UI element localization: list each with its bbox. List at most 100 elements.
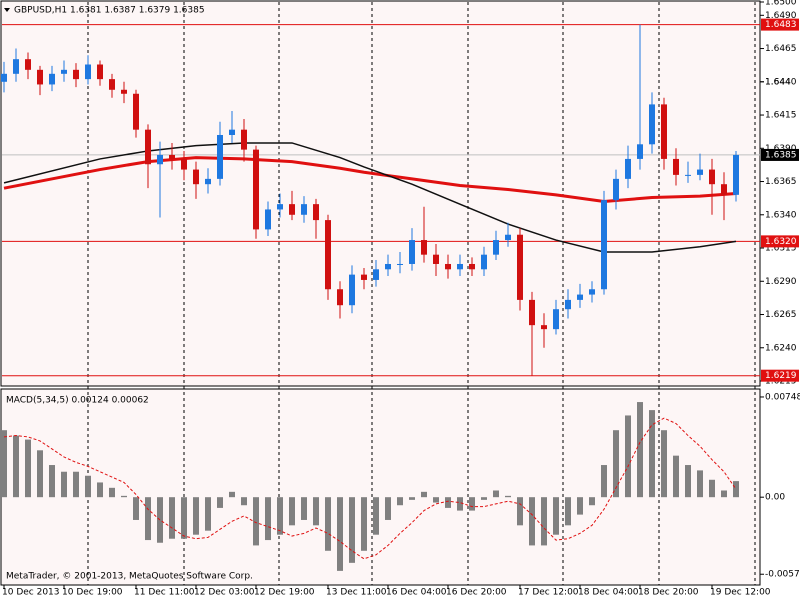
candle-body: [337, 289, 343, 306]
histogram-bar: [517, 497, 523, 526]
candle-body: [733, 154, 739, 195]
histogram-bar: [505, 495, 511, 498]
x-tick-label: 16 Dec 04:00: [386, 588, 447, 598]
candle-body: [85, 64, 91, 80]
candle-body: [637, 144, 643, 159]
candle-body: [181, 158, 187, 170]
histogram-bar: [601, 465, 607, 498]
histogram-bar: [721, 490, 727, 498]
histogram-bar: [289, 497, 295, 526]
histogram-bar: [241, 497, 247, 506]
histogram-bar: [661, 430, 667, 498]
candle-body: [277, 204, 283, 210]
candle-body: [613, 178, 619, 201]
candle-body: [61, 69, 67, 74]
candle-body: [421, 240, 427, 255]
x-tick-label: 10 Dec 2013: [2, 588, 60, 598]
histogram-bar: [529, 497, 535, 546]
histogram-bar: [61, 471, 67, 498]
candle-body: [49, 73, 55, 85]
candle-body: [217, 134, 223, 179]
histogram-bar: [133, 497, 139, 520]
histogram-bar: [433, 497, 439, 503]
candle-body: [601, 200, 607, 290]
candle-body: [709, 169, 715, 185]
histogram-bar: [301, 497, 307, 520]
macd-panel: [0, 388, 761, 586]
candle-body: [409, 240, 415, 264]
menu-arrow[interactable]: [4, 8, 10, 12]
indicator-title: MACD(5,34,5) 0.00124 0.00062: [6, 396, 149, 406]
y-tick-label: 1.6240: [765, 343, 797, 353]
y-tick-label: -0.00575: [765, 570, 800, 580]
histogram-bar: [313, 497, 319, 526]
y-tick-label: 1.6340: [765, 210, 797, 220]
histogram-bar: [481, 497, 487, 500]
histogram-bar: [1, 430, 7, 498]
period-separators: [87, 2, 756, 585]
chart-title: GBPUSD,H1 1.6381 1.6387 1.6379 1.6385: [14, 6, 205, 16]
candle-body: [505, 234, 511, 241]
candle-body: [577, 294, 583, 300]
candle-body: [721, 184, 727, 195]
level-label: 1.6320: [765, 237, 797, 247]
candle-body: [13, 59, 19, 74]
histogram-bar: [169, 497, 175, 539]
candle-body: [649, 104, 655, 145]
histogram-bar: [697, 470, 703, 498]
histogram-bar: [349, 497, 355, 563]
level-label-bg: [761, 235, 799, 248]
histogram-bar: [625, 415, 631, 498]
x-tick-label: 13 Dec 11:00: [326, 588, 387, 598]
candle-body: [109, 79, 115, 90]
candle-body: [301, 204, 307, 215]
histogram-bar: [589, 497, 595, 506]
histogram-bar: [613, 430, 619, 498]
y-tick-label: 1.6265: [765, 310, 797, 320]
price-panel: [0, 0, 761, 387]
histogram-bar: [277, 497, 283, 535]
candle-body: [157, 154, 163, 165]
y-tick-label: 1.6415: [765, 111, 797, 121]
histogram-bar: [397, 497, 403, 506]
candle-body: [265, 209, 271, 230]
histogram-bar: [181, 497, 187, 539]
histogram-bar: [25, 439, 31, 498]
candle-body: [133, 93, 139, 130]
candle-body: [205, 178, 211, 185]
x-tick-label: 12 Dec 03:00: [194, 588, 255, 598]
candle-body: [169, 154, 175, 159]
histogram-bar: [325, 497, 331, 551]
candle-body: [529, 299, 535, 326]
candle-body: [73, 69, 79, 80]
histogram-bar: [469, 497, 475, 511]
candle-body: [385, 263, 391, 270]
y-tick-label: 1.6390: [765, 144, 797, 154]
candle-body: [145, 129, 151, 165]
histogram-bar: [37, 450, 43, 498]
candle-body: [37, 69, 43, 85]
level-label-bg: [761, 18, 799, 31]
histogram-bar: [553, 497, 559, 535]
candle-body: [121, 89, 127, 94]
histogram-bar: [229, 491, 235, 498]
candle-body: [661, 104, 667, 159]
y-tick-label: 0.00748: [765, 392, 800, 402]
candle-body: [517, 234, 523, 300]
y-tick-label: 1.6465: [765, 44, 797, 54]
histogram-bar: [205, 497, 211, 531]
histogram-bar: [685, 465, 691, 498]
candle-body: [373, 269, 379, 280]
histogram-bar: [709, 479, 715, 498]
histogram-bar: [385, 497, 391, 520]
y-tick-label: 1.6290: [765, 277, 797, 287]
candle-body: [349, 274, 355, 306]
y-tick-label: 1.6500: [765, 0, 797, 8]
y-tick-label: 1.644: [765, 77, 791, 87]
histogram-bar: [157, 497, 163, 543]
level-label-bg: [761, 369, 799, 382]
x-tick-label: 18 Dec 04:00: [578, 588, 639, 598]
x-tick-label: 19 Dec 12:00: [710, 588, 771, 598]
candle-body: [673, 158, 679, 175]
